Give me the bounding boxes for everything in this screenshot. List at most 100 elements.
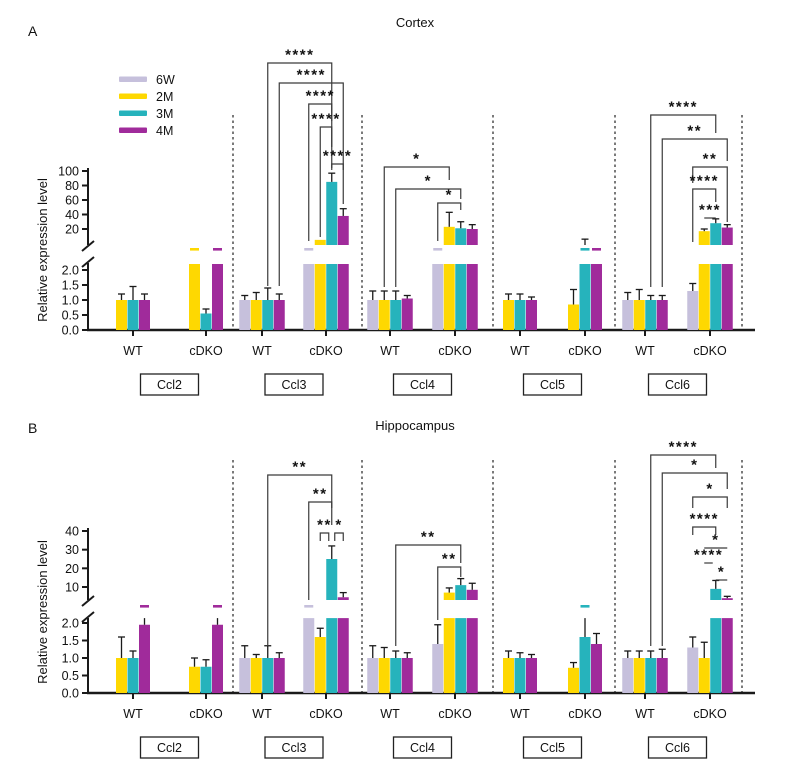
sig-bracket-Ccl3 bbox=[319, 532, 330, 541]
gene-box-label-Ccl3: Ccl3 bbox=[281, 378, 306, 392]
sig-bracket-Ccl6 bbox=[661, 472, 728, 646]
bar-Ccl3-cDKO-4M-upper bbox=[337, 597, 349, 600]
y-tick-label: 1.5 bbox=[62, 634, 79, 648]
y-tick-label: 0.0 bbox=[62, 324, 79, 338]
bar-Ccl3-cDKO-6W bbox=[303, 618, 315, 693]
legend: 6W 2M 3M 4M bbox=[119, 73, 175, 138]
bar-Ccl3-WT-2M bbox=[250, 300, 262, 330]
gene-box-label-Ccl6: Ccl6 bbox=[665, 741, 690, 755]
y-tick-label: 0.0 bbox=[62, 687, 79, 701]
sig-stars-Ccl3: ** bbox=[313, 486, 328, 503]
gene-box-label-Ccl2: Ccl2 bbox=[157, 378, 182, 392]
sig-stars-Ccl4: * bbox=[413, 151, 420, 168]
x-tick-label-Ccl2-cDKO: cDKO bbox=[189, 344, 223, 358]
bar-Ccl4-WT-2M bbox=[378, 658, 390, 693]
x-tick-label-Ccl3-cDKO: cDKO bbox=[309, 707, 343, 721]
bar-Ccl3-cDKO-3M-upper bbox=[326, 558, 338, 600]
bar-Ccl3-cDKO-2M-upper bbox=[314, 239, 326, 245]
sig-stars-Ccl3: ** bbox=[292, 459, 307, 476]
bar-Ccl3-WT-4M bbox=[273, 300, 285, 330]
y-tick-label: 40 bbox=[65, 208, 79, 222]
sig-bracket-Ccl4 bbox=[437, 566, 462, 620]
sig-bracket-Ccl4 bbox=[437, 202, 462, 241]
sig-bracket-Ccl4 bbox=[395, 544, 462, 646]
x-tick-label-Ccl3-cDKO: cDKO bbox=[309, 344, 343, 358]
bar-Ccl2-WT-2M bbox=[116, 300, 127, 330]
sig-bracket-Ccl3 bbox=[267, 474, 333, 646]
bar-Ccl6-cDKO-4M-upper bbox=[721, 598, 733, 600]
bar-Ccl6-cDKO-6W bbox=[687, 647, 699, 693]
sig-stars-Ccl3: **** bbox=[311, 111, 340, 128]
x-tick-label-Ccl4-cDKO: cDKO bbox=[438, 707, 472, 721]
sig-bracket-Ccl3 bbox=[278, 82, 344, 286]
sig-bracket-Ccl3 bbox=[319, 126, 333, 237]
y-tick-label: 100 bbox=[58, 165, 79, 179]
y-tick-label: 2.0 bbox=[62, 617, 79, 631]
gap-overflow-dash bbox=[433, 248, 443, 251]
bar-Ccl4-cDKO-4M-upper bbox=[466, 589, 478, 600]
bar-Ccl2-cDKO-3M bbox=[200, 666, 212, 693]
sig-stars-Ccl3: **** bbox=[285, 47, 314, 64]
bar-Ccl6-cDKO-4M bbox=[721, 618, 733, 693]
legend-swatch-3m bbox=[119, 110, 147, 116]
bar-Ccl5-WT-2M bbox=[503, 300, 514, 330]
bar-Ccl4-cDKO-3M-upper bbox=[455, 585, 467, 600]
gene-box-Ccl3 bbox=[264, 373, 324, 396]
bar-Ccl4-cDKO-4M bbox=[466, 618, 478, 693]
bar-Ccl3-cDKO-4M bbox=[337, 618, 349, 693]
legend-item-3m: 3M bbox=[119, 107, 173, 121]
bar-Ccl5-WT-4M bbox=[526, 658, 537, 693]
x-tick-label-Ccl6-cDKO: cDKO bbox=[693, 344, 727, 358]
bar-Ccl5-cDKO-2M bbox=[568, 667, 579, 693]
bar-Ccl2-cDKO-3M bbox=[200, 313, 212, 330]
gene-box-label-Ccl4: Ccl4 bbox=[410, 741, 435, 755]
bar-Ccl6-WT-3M bbox=[645, 300, 657, 330]
bar-Ccl6-WT-3M bbox=[645, 658, 657, 693]
sig-bracket-Ccl3 bbox=[331, 163, 344, 170]
sig-stars-Ccl3: **** bbox=[297, 67, 326, 84]
bar-Ccl6-WT-6W bbox=[622, 300, 634, 330]
y-tick-label: 0.5 bbox=[62, 669, 79, 683]
bar-Ccl4-cDKO-3M bbox=[455, 618, 467, 693]
bar-Ccl6-WT-4M bbox=[656, 658, 668, 693]
sig-stars-Ccl3: * bbox=[335, 517, 342, 534]
sig-stars-Ccl6: **** bbox=[694, 547, 723, 564]
sig-stars-Ccl6: ** bbox=[703, 151, 718, 168]
bar-Ccl2-cDKO-4M bbox=[212, 624, 223, 693]
bar-Ccl6-cDKO-3M bbox=[710, 264, 722, 330]
x-tick-label-Ccl5-WT: WT bbox=[510, 707, 530, 721]
bar-Ccl3-cDKO-3M-upper bbox=[326, 181, 338, 245]
bar-Ccl4-cDKO-4M-upper bbox=[466, 229, 478, 245]
bar-Ccl6-cDKO-6W bbox=[687, 291, 699, 330]
bar-Ccl3-cDKO-6W bbox=[303, 264, 315, 330]
sig-bracket-Ccl3 bbox=[308, 103, 333, 241]
gene-box-Ccl2 bbox=[139, 373, 200, 396]
bar-Ccl4-cDKO-2M bbox=[443, 618, 455, 693]
gap-overflow-dash bbox=[190, 248, 199, 251]
x-tick-label-Ccl2-cDKO: cDKO bbox=[189, 707, 223, 721]
sig-stars-Ccl6: **** bbox=[669, 439, 698, 456]
sig-stars-Ccl6: **** bbox=[690, 511, 719, 528]
bar-Ccl2-WT-4M bbox=[139, 624, 150, 693]
bar-Ccl4-cDKO-6W bbox=[432, 264, 444, 330]
bar-Ccl4-WT-4M bbox=[401, 658, 413, 693]
panel-a-y-axis-label: Relative expression level bbox=[35, 178, 50, 322]
sig-bracket-Ccl6 bbox=[650, 454, 717, 646]
gene-box-Ccl4 bbox=[392, 373, 453, 396]
bar-Ccl6-cDKO-4M-upper bbox=[721, 227, 733, 245]
sig-stars-Ccl3: ** bbox=[317, 517, 332, 534]
bar-Ccl2-cDKO-2M bbox=[189, 264, 200, 330]
panel-a-title: Cortex bbox=[396, 15, 435, 30]
x-tick-label-Ccl5-cDKO: cDKO bbox=[568, 707, 602, 721]
gene-box-Ccl5 bbox=[522, 736, 583, 759]
bar-Ccl6-cDKO-2M bbox=[698, 264, 710, 330]
x-tick-label-Ccl6-WT: WT bbox=[635, 707, 655, 721]
bar-Ccl3-cDKO-4M bbox=[337, 264, 349, 330]
bar-Ccl4-WT-6W bbox=[367, 300, 379, 330]
sig-stars-Ccl4: * bbox=[446, 187, 453, 204]
y-tick-label: 1.5 bbox=[62, 279, 79, 293]
gene-box-label-Ccl4: Ccl4 bbox=[410, 378, 435, 392]
bar-Ccl6-WT-6W bbox=[622, 658, 634, 693]
gap-overflow-dash bbox=[580, 248, 590, 251]
gap-overflow-dash bbox=[213, 605, 222, 608]
